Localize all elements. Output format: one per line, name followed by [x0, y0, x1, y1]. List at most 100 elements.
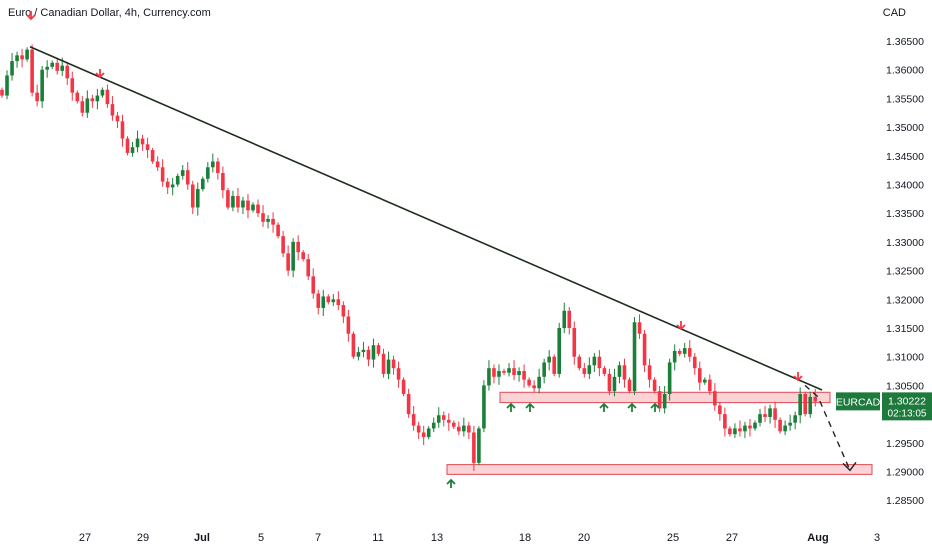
candle-body [251, 204, 255, 211]
candle-body [291, 241, 295, 271]
candle-body [341, 305, 346, 317]
candle-body [391, 359, 396, 369]
candle-body [266, 218, 270, 222]
candle-body [30, 49, 34, 93]
projection-path [804, 384, 851, 471]
candle-body [808, 396, 813, 415]
candle-body [80, 101, 85, 113]
candle-body [627, 379, 632, 392]
candle-body [788, 422, 792, 426]
candle-body [326, 296, 331, 303]
candle-body [552, 356, 556, 374]
candle-body [542, 362, 546, 377]
candle-body [351, 333, 356, 357]
candle-body [778, 419, 782, 432]
candle-body [462, 425, 466, 432]
x-tick-label: 25 [667, 532, 679, 544]
candle-body [652, 379, 657, 392]
candle-body [271, 218, 275, 225]
candle-body [577, 356, 582, 369]
candle-body [165, 181, 170, 188]
candle-body [582, 368, 587, 374]
candle-body [517, 371, 521, 376]
candle-body [256, 204, 260, 214]
candle-body [753, 422, 757, 429]
candle-body [522, 371, 526, 380]
candle-body [135, 138, 140, 148]
trendline[interactable] [29, 46, 823, 391]
candle-body [662, 394, 667, 409]
candle-body [331, 299, 336, 303]
y-tick-label: 1.35500 [886, 93, 924, 105]
candle-body [396, 368, 401, 380]
candle-body [687, 348, 692, 357]
candle-body [241, 200, 245, 208]
x-tick-label: 27 [79, 532, 91, 544]
y-tick-label: 1.32000 [886, 294, 924, 306]
candle-body [657, 391, 662, 409]
candle-body [713, 391, 717, 406]
y-tick-label: 1.31500 [886, 323, 924, 335]
candle-body [692, 356, 697, 369]
candle-body [602, 368, 607, 374]
x-tick-label: 3 [874, 532, 880, 544]
candle-body [733, 428, 737, 435]
candle-body [743, 425, 747, 432]
symbol-tag-text: EURCAD [836, 396, 881, 408]
candle-body [65, 65, 70, 79]
y-tick-label: 1.33000 [886, 237, 924, 249]
x-tick-label: 11 [372, 532, 383, 544]
candle-body [45, 66, 49, 70]
candle-body [246, 200, 250, 211]
candle-body [361, 349, 366, 353]
candle-body [55, 62, 60, 71]
candle-body [60, 65, 65, 71]
candle-body [773, 408, 777, 420]
x-tick-label: 7 [315, 532, 321, 544]
candle-body [381, 353, 386, 374]
up-arrow-marker [525, 402, 535, 412]
down-arrow-marker [95, 69, 105, 79]
candle-body [617, 365, 622, 377]
up-arrow-marker [599, 402, 609, 412]
currency-label: CAD [882, 7, 906, 19]
candle-body [185, 170, 190, 185]
candle-body [567, 310, 572, 328]
candle-body [150, 150, 155, 162]
up-arrow-marker [650, 402, 660, 412]
candle-body [708, 379, 712, 392]
candle-body [261, 213, 265, 222]
candle-body [703, 379, 707, 383]
y-tick-label: 1.34000 [886, 180, 924, 192]
candle-body [115, 115, 120, 122]
candle-body [768, 408, 772, 417]
x-tick-label: 27 [726, 532, 738, 544]
down-arrow-marker [793, 372, 803, 382]
candle-body [416, 425, 421, 433]
x-tick-label: 29 [137, 532, 149, 544]
candle-body [637, 322, 642, 334]
candle-body [286, 253, 290, 271]
candle-body [221, 173, 225, 191]
candle-body [697, 368, 702, 383]
y-tick-label: 1.29500 [886, 438, 924, 450]
y-tick-label: 1.28500 [886, 495, 924, 507]
y-tick-label: 1.29000 [886, 467, 924, 479]
y-tick-label: 1.34500 [886, 151, 924, 163]
candle-body [281, 236, 285, 254]
candle-body [813, 396, 818, 402]
candle-body [723, 414, 727, 429]
candle-body [738, 428, 742, 432]
candle-body [472, 432, 476, 463]
candle-body [190, 184, 195, 208]
candle-body [155, 161, 160, 168]
candle-body [35, 92, 39, 102]
candle-body [431, 422, 436, 429]
candle-body [672, 350, 677, 363]
candle-body [316, 293, 321, 308]
candle-body [216, 161, 220, 174]
candle-body [763, 414, 767, 417]
candle-body [718, 405, 722, 415]
candle-body [728, 428, 732, 435]
